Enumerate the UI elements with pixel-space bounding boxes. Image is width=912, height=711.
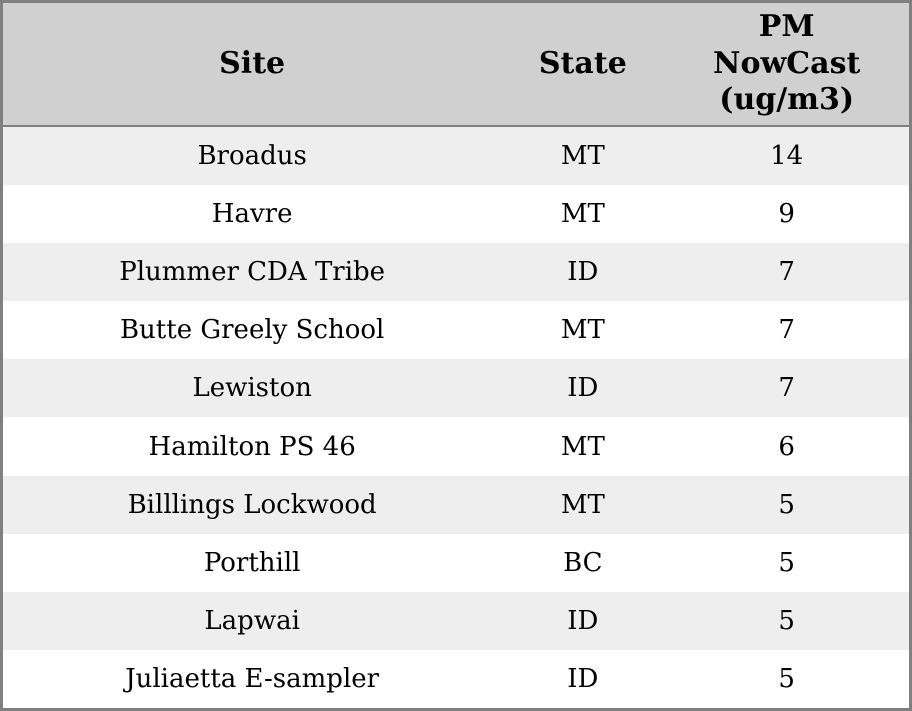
header-row: Site State PM NowCast (ug/m3) <box>3 3 909 127</box>
table-row: Billlings Lockwood MT 5 <box>3 475 909 534</box>
cell-site: Juliaetta E-sampler <box>125 663 380 694</box>
cell-pm-nowcast: 5 <box>778 489 795 520</box>
cell-pm-nowcast: 9 <box>778 199 795 230</box>
table-row: Havre MT 9 <box>3 185 909 244</box>
cell-pm-nowcast: 7 <box>778 257 795 288</box>
table-header: Site State PM NowCast (ug/m3) <box>3 3 909 127</box>
column-header-state: State <box>501 3 665 127</box>
cell-state: MT <box>560 489 605 520</box>
cell-pm-nowcast: 7 <box>778 315 795 346</box>
table-row: Butte Greely School MT 7 <box>3 301 909 360</box>
cell-state: ID <box>567 373 599 404</box>
table-row: Hamilton PS 46 MT 6 <box>3 417 909 476</box>
table-row: Plummer CDA Tribe ID 7 <box>3 243 909 302</box>
table-row: Porthill BC 5 <box>3 533 909 592</box>
cell-site: Billlings Lockwood <box>127 489 377 520</box>
cell-state: MT <box>560 431 605 462</box>
cell-pm-nowcast: 5 <box>778 547 795 578</box>
table-row: Lapwai ID 5 <box>3 591 909 650</box>
cell-site: Plummer CDA Tribe <box>119 257 386 288</box>
pm-nowcast-table: Site State PM NowCast (ug/m3) Broadus MT 1… <box>3 3 909 708</box>
cell-site: Lapwai <box>204 605 300 636</box>
cell-pm-nowcast: 6 <box>778 431 795 462</box>
cell-site: Butte Greely School <box>119 315 385 346</box>
column-header-site: Site <box>3 3 502 127</box>
table-row: Broadus MT 14 <box>3 126 909 186</box>
cell-pm-nowcast: 7 <box>778 373 795 404</box>
cell-site: Hamilton PS 46 <box>148 431 356 462</box>
cell-state: BC <box>563 547 603 578</box>
cell-state: ID <box>567 257 599 288</box>
table-row: Lewiston ID 7 <box>3 359 909 418</box>
table-row: Juliaetta E-sampler ID 5 <box>3 649 909 708</box>
cell-state: ID <box>567 663 599 694</box>
cell-site: Lewiston <box>192 373 312 404</box>
cell-state: MT <box>560 199 605 230</box>
cell-pm-nowcast: 5 <box>778 663 795 694</box>
column-header-pm-nowcast: PM NowCast (ug/m3) <box>664 3 909 127</box>
cell-site: Porthill <box>203 547 301 578</box>
cell-pm-nowcast: 5 <box>778 605 795 636</box>
cell-site: Havre <box>211 199 293 230</box>
cell-state: MT <box>560 315 605 346</box>
cell-state: MT <box>560 141 605 172</box>
cell-pm-nowcast: 14 <box>770 141 804 172</box>
cell-state: ID <box>567 605 599 636</box>
cell-site: Broadus <box>197 141 307 172</box>
table-body: Broadus MT 14 Havre MT 9 Plummer CDA Tribe ID 7 B… <box>3 126 909 708</box>
